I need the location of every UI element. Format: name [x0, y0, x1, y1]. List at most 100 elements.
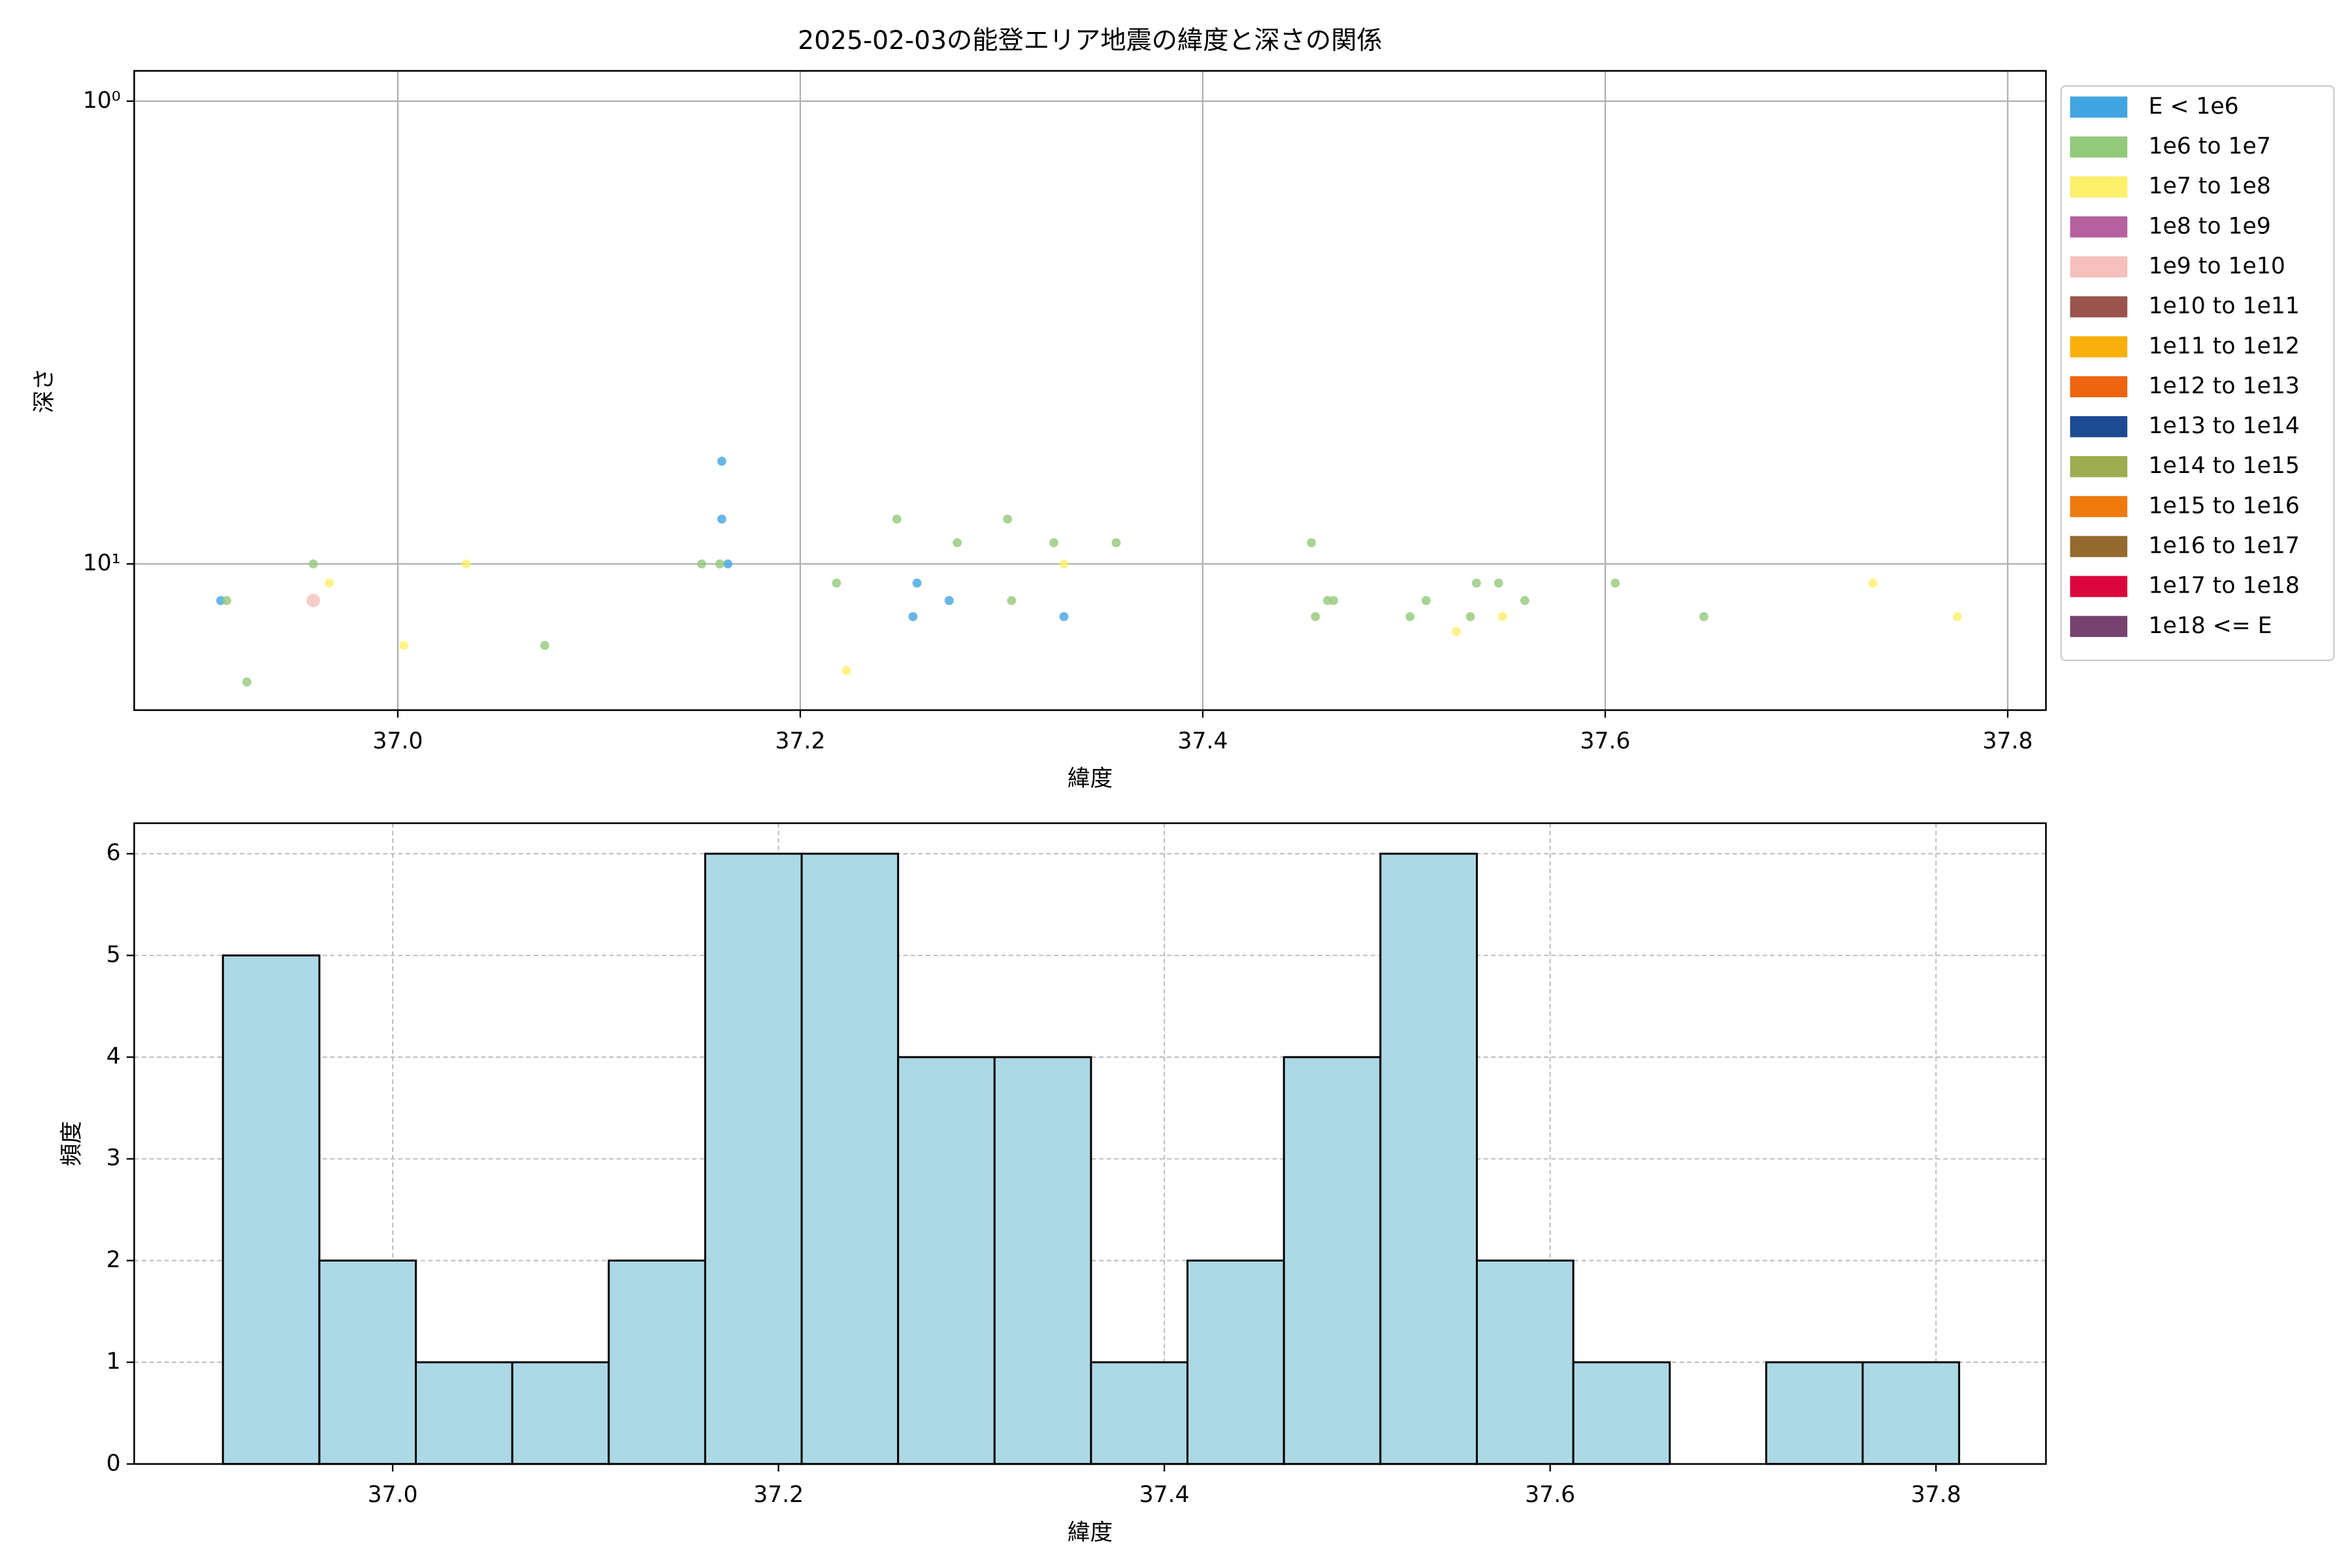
legend-label: 1e13 to 1e14 [2148, 413, 2299, 439]
legend-swatch [2070, 576, 2128, 597]
bar [1090, 1361, 1189, 1465]
axes-frame [133, 70, 2047, 711]
point [1699, 612, 1708, 621]
x-tick-label: 37.4 [1139, 1482, 1190, 1508]
point [306, 593, 320, 608]
point [717, 514, 727, 524]
point [832, 578, 841, 588]
legend-label: 1e7 to 1e8 [2148, 173, 2270, 199]
x-tick-label: 37.2 [775, 728, 825, 754]
x-tick-label: 37.8 [1982, 728, 2033, 754]
y-tick-label: 3 [106, 1145, 121, 1171]
legend-label: 1e12 to 1e13 [2148, 373, 2299, 399]
bar [318, 1259, 417, 1465]
point [1329, 596, 1339, 606]
x-axis-label: 緯度 [1068, 766, 1113, 792]
point [697, 559, 706, 569]
legend-swatch [2070, 336, 2128, 357]
bar [414, 1361, 514, 1465]
bar [1765, 1361, 1864, 1465]
y-tick-label: 4 [106, 1043, 121, 1070]
point [1049, 538, 1058, 547]
legend-swatch [2070, 496, 2128, 517]
point [222, 596, 231, 606]
x-tick-label: 37.8 [1911, 1482, 1961, 1508]
point [892, 514, 902, 524]
point [912, 578, 922, 588]
point [717, 457, 727, 466]
axes-frame [133, 822, 2047, 1465]
legend-swatch [2070, 176, 2128, 198]
bar [993, 1056, 1092, 1465]
bar [221, 954, 321, 1465]
point [540, 640, 549, 650]
point [841, 666, 851, 676]
point [1421, 596, 1431, 606]
y-tick-label: 10⁰ [83, 88, 121, 114]
legend-label: 1e14 to 1e15 [2148, 453, 2299, 479]
x-tick-label: 37.4 [1177, 728, 1228, 754]
y-tick-label: 0 [106, 1450, 121, 1477]
x-tick-label: 37.0 [368, 1482, 418, 1508]
point [325, 578, 335, 588]
plot-area [134, 71, 2046, 710]
legend-swatch [2070, 456, 2128, 478]
point [1311, 612, 1320, 621]
axes: 37.0 37.2 37.4 37.6 37.8 0 1 2 3 4 5 6 緯度 頻度 [59, 822, 2047, 1546]
legend-swatch [2070, 416, 2128, 438]
axes: 37.0 37.2 37.4 37.6 37.8 10⁰ 10¹ E < 1e6 1e6 to … [31, 26, 2335, 792]
point [1059, 612, 1069, 621]
point [1520, 596, 1529, 606]
y-tick-label: 2 [106, 1247, 121, 1273]
point [1610, 578, 1620, 588]
bar [608, 1259, 706, 1465]
point [1497, 612, 1507, 621]
point [308, 559, 318, 569]
point [1307, 538, 1316, 547]
point [1452, 627, 1461, 636]
y-tick-label: 10¹ [83, 550, 121, 576]
bar [511, 1361, 610, 1465]
legend-label: 1e8 to 1e9 [2148, 213, 2270, 239]
point [1007, 596, 1017, 606]
bar [1861, 1361, 1961, 1465]
legend-label: 1e18 <= E [2148, 613, 2272, 639]
legend-swatch [2070, 296, 2128, 318]
y-axis-label: 深さ [31, 368, 57, 413]
y-tick-label: 5 [106, 941, 121, 968]
legend-swatch [2070, 536, 2128, 557]
point [1471, 578, 1481, 588]
x-axis-label: 緯度 [1068, 1520, 1113, 1546]
x-tick-label: 37.2 [753, 1482, 804, 1508]
point [953, 538, 962, 547]
legend-label: E < 1e6 [2148, 93, 2238, 120]
point [242, 678, 252, 687]
legend-label: 1e6 to 1e7 [2148, 133, 2270, 159]
point [908, 612, 918, 621]
legend-swatch [2070, 376, 2128, 398]
legend-box [2060, 85, 2335, 661]
legend-swatch [2070, 256, 2128, 278]
point [1059, 559, 1069, 569]
y-tick-label: 6 [106, 840, 121, 866]
legend-label: 1e17 to 1e18 [2148, 573, 2299, 599]
point [1953, 612, 1962, 621]
point [723, 559, 732, 569]
y-axis-label: 頻度 [59, 1121, 85, 1166]
bar [1379, 853, 1478, 1465]
point [1111, 538, 1121, 547]
legend-label: 1e10 to 1e11 [2148, 293, 2299, 319]
x-tick-label: 37.6 [1580, 728, 1630, 754]
point [1465, 612, 1475, 621]
bar [1475, 1259, 1575, 1465]
point [1405, 612, 1415, 621]
legend-label: 1e11 to 1e12 [2148, 333, 2299, 359]
point [461, 559, 471, 569]
point [399, 640, 409, 650]
legend-label: 1e16 to 1e17 [2148, 533, 2299, 559]
point [1494, 578, 1503, 588]
y-tick-label: 1 [106, 1348, 121, 1375]
chart-title: 2025-02-03の能登エリア地震の緯度と深さの関係 [798, 26, 1382, 56]
bar [1572, 1361, 1671, 1465]
